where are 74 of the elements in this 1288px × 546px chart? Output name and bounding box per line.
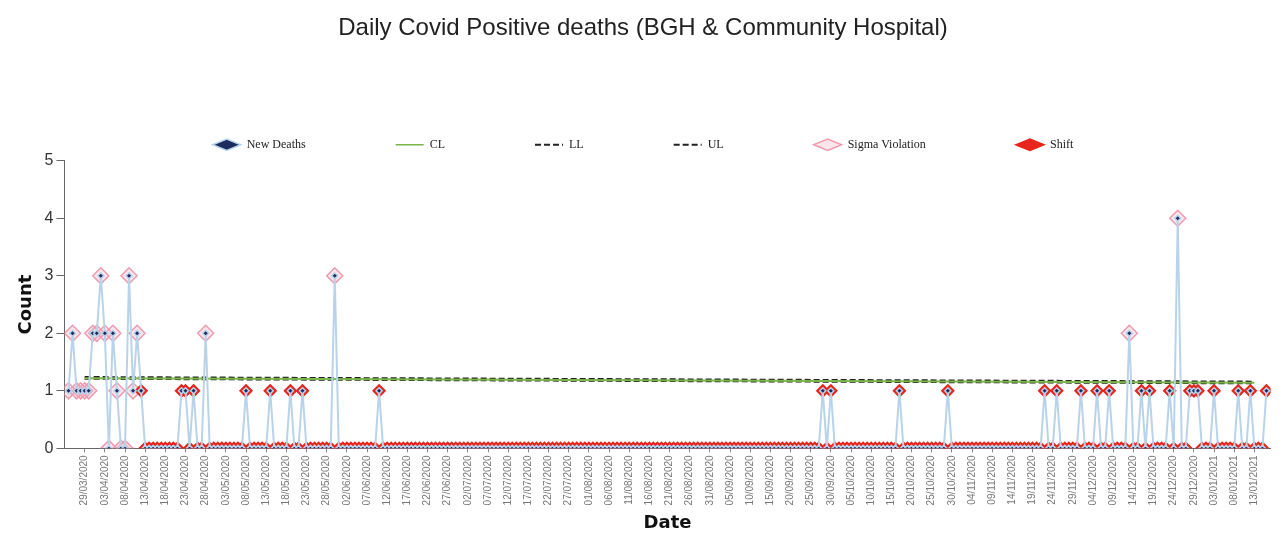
x-tick-label: 04/11/2020 xyxy=(965,454,977,505)
x-tick-label: 14/12/2020 xyxy=(1127,454,1139,506)
x-tick-label: 19/11/2020 xyxy=(1026,454,1038,505)
x-axis-title: Date xyxy=(643,510,692,532)
x-tick-label: 26/08/2020 xyxy=(683,454,695,506)
x-tick-label: 20/09/2020 xyxy=(784,454,796,506)
x-tick-label: 16/08/2020 xyxy=(643,454,655,506)
x-tick-label: 23/04/2020 xyxy=(179,454,191,506)
x-tick-label: 20/10/2020 xyxy=(905,454,917,506)
x-tick-label: 29/11/2020 xyxy=(1066,454,1078,505)
x-tick-label: 25/10/2020 xyxy=(925,454,937,506)
legend-label: New Deaths xyxy=(246,136,307,151)
x-tick-label: 17/07/2020 xyxy=(522,454,534,506)
x-tick-label: 12/07/2020 xyxy=(501,454,513,506)
y-tick-label: 4 xyxy=(44,208,54,226)
x-tick-label: 29/03/2020 xyxy=(78,454,90,506)
x-tick-label: 28/04/2020 xyxy=(199,454,211,506)
x-tick-label: 09/12/2020 xyxy=(1106,454,1118,506)
x-tick-label: 13/01/2021 xyxy=(1248,454,1260,506)
x-tick-label: 14/11/2020 xyxy=(1006,454,1018,505)
x-tick-label: 08/04/2020 xyxy=(118,454,130,506)
y-tick-label: 2 xyxy=(44,323,54,341)
x-tick-label: 13/04/2020 xyxy=(138,454,150,506)
legend-label: Sigma Violation xyxy=(847,136,926,151)
x-tick-label: 19/12/2020 xyxy=(1147,454,1159,506)
x-tick-label: 06/08/2020 xyxy=(602,454,614,506)
x-tick-label: 30/09/2020 xyxy=(824,454,836,506)
legend-label: Shift xyxy=(1049,136,1074,151)
x-tick-label: 22/06/2020 xyxy=(421,454,433,506)
x-tick-label: 10/09/2020 xyxy=(743,454,755,506)
y-tick-label: 5 xyxy=(44,151,54,169)
x-tick-label: 09/11/2020 xyxy=(985,454,997,505)
x-tick-label: 01/08/2020 xyxy=(582,454,594,506)
x-tick-label: 27/07/2020 xyxy=(562,454,574,506)
x-tick-label: 18/04/2020 xyxy=(159,454,171,506)
x-tick-label: 15/10/2020 xyxy=(885,454,897,506)
x-tick-label: 11/08/2020 xyxy=(622,454,634,505)
y-tick-label: 0 xyxy=(44,438,54,456)
legend-label: UL xyxy=(707,136,724,151)
legend-label: LL xyxy=(569,136,584,151)
x-tick-label: 07/06/2020 xyxy=(360,454,372,506)
x-tick-label: 08/01/2021 xyxy=(1227,454,1239,506)
x-tick-label: 02/06/2020 xyxy=(340,454,352,506)
x-tick-label: 22/07/2020 xyxy=(542,454,554,506)
legend-label: CL xyxy=(429,136,446,151)
x-tick-label: 28/05/2020 xyxy=(320,454,332,506)
x-tick-label: 24/11/2020 xyxy=(1046,454,1058,505)
x-tick-label: 05/10/2020 xyxy=(844,454,856,506)
x-tick-label: 24/12/2020 xyxy=(1167,454,1179,506)
y-axis-title: Count xyxy=(14,274,36,335)
x-tick-label: 07/07/2020 xyxy=(481,454,493,506)
x-tick-label: 03/04/2020 xyxy=(98,454,110,506)
x-tick-label: 13/05/2020 xyxy=(259,454,271,506)
x-tick-label: 17/06/2020 xyxy=(401,454,413,506)
x-tick-label: 08/05/2020 xyxy=(239,454,251,506)
y-tick-label: 1 xyxy=(44,381,54,399)
y-tick-label: 3 xyxy=(44,266,54,284)
x-tick-label: 04/12/2020 xyxy=(1086,454,1098,506)
x-tick-label: 30/10/2020 xyxy=(945,454,957,506)
chart-title: Daily Covid Positive deaths (BGH & Community Hospital) xyxy=(338,13,948,41)
x-tick-label: 29/12/2020 xyxy=(1187,454,1199,506)
x-tick-label: 03/01/2021 xyxy=(1207,454,1219,506)
x-tick-label: 25/09/2020 xyxy=(804,454,816,506)
x-tick-label: 15/09/2020 xyxy=(764,454,776,506)
x-tick-label: 12/06/2020 xyxy=(380,454,392,506)
x-tick-label: 18/05/2020 xyxy=(280,454,292,506)
x-tick-label: 21/08/2020 xyxy=(663,454,675,506)
x-tick-label: 05/09/2020 xyxy=(723,454,735,506)
x-tick-label: 03/05/2020 xyxy=(219,454,231,506)
x-tick-label: 27/06/2020 xyxy=(441,454,453,506)
x-tick-label: 02/07/2020 xyxy=(461,454,473,506)
x-tick-label: 23/05/2020 xyxy=(300,454,312,506)
x-tick-label: 10/10/2020 xyxy=(864,454,876,506)
x-tick-label: 31/08/2020 xyxy=(703,454,715,506)
